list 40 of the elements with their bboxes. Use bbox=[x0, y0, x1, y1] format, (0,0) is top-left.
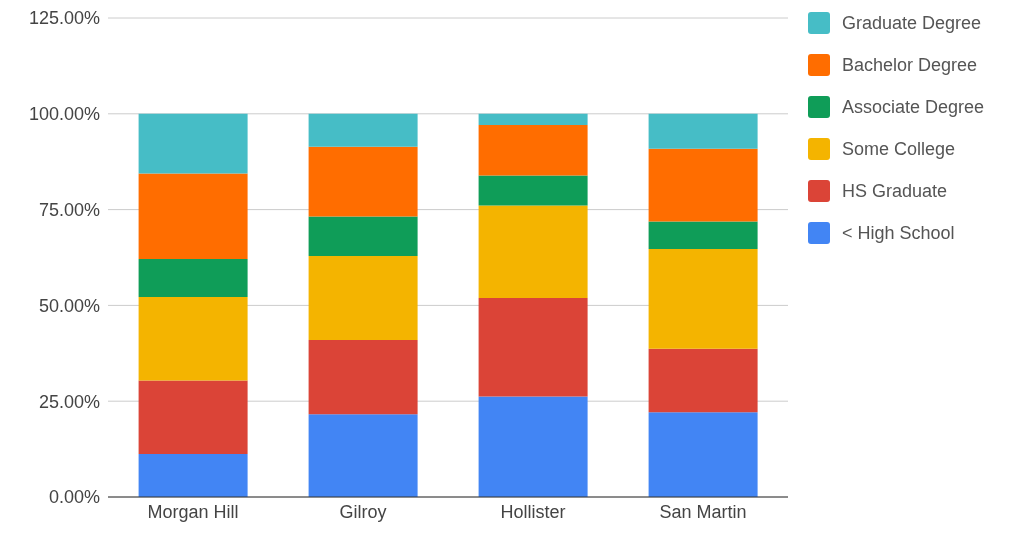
bar bbox=[308, 146, 418, 217]
bar bbox=[478, 205, 588, 299]
bar bbox=[478, 175, 588, 206]
bar bbox=[138, 113, 248, 174]
bar bbox=[648, 348, 758, 413]
bar bbox=[308, 216, 418, 256]
bar bbox=[308, 113, 418, 147]
bar bbox=[648, 221, 758, 250]
bar bbox=[478, 124, 588, 176]
bar bbox=[308, 414, 418, 497]
bar bbox=[138, 173, 248, 260]
legend-label: Bachelor Degree bbox=[842, 54, 978, 76]
bar bbox=[138, 454, 248, 497]
y-tick-label: 125.00% bbox=[28, 8, 100, 29]
bar bbox=[138, 259, 248, 297]
bar bbox=[648, 113, 758, 149]
bar bbox=[478, 113, 588, 125]
legend-label: Associate Degree bbox=[842, 96, 985, 118]
bar bbox=[478, 298, 588, 397]
y-tick-label: 100.00% bbox=[28, 104, 100, 125]
bar bbox=[648, 249, 758, 349]
legend-label: Graduate Degree bbox=[842, 12, 982, 34]
legend-label: < High School bbox=[842, 222, 955, 244]
bar bbox=[138, 296, 248, 381]
y-tick-label: 0.00% bbox=[48, 487, 100, 508]
bar bbox=[308, 255, 418, 340]
x-tick-label: San Martin bbox=[659, 501, 747, 522]
legend-label: Some College bbox=[842, 138, 956, 160]
bar bbox=[648, 412, 758, 497]
x-tick-label: Gilroy bbox=[339, 501, 387, 522]
y-tick-label: 50.00% bbox=[38, 295, 100, 316]
bar bbox=[648, 148, 758, 222]
bar bbox=[308, 339, 418, 415]
y-tick-label: 25.00% bbox=[38, 391, 100, 412]
bar bbox=[138, 380, 248, 455]
legend-label: HS Graduate bbox=[842, 180, 948, 202]
y-tick-label: 75.00% bbox=[38, 199, 100, 220]
x-tick-label: Hollister bbox=[500, 501, 566, 522]
x-tick-label: Morgan Hill bbox=[147, 501, 239, 522]
bar bbox=[478, 396, 588, 497]
